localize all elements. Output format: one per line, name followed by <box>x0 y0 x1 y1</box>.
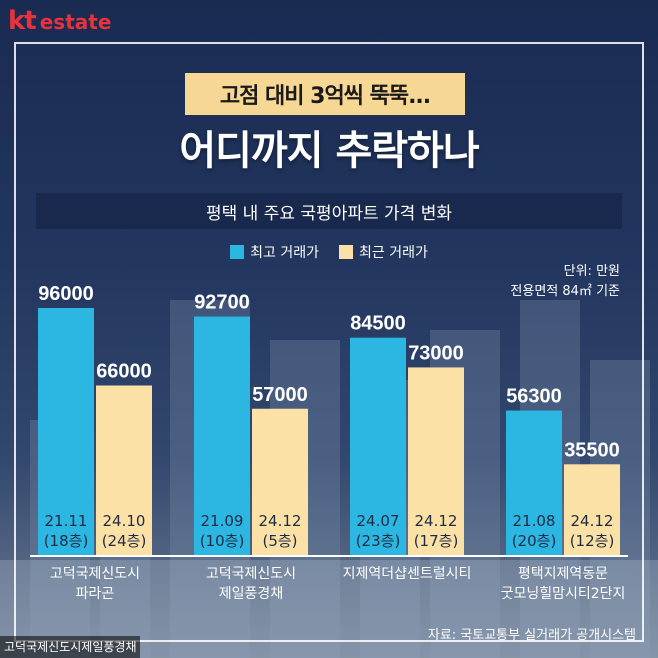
legend-item-max: 최고 거래가 <box>230 242 319 262</box>
floor-label: (20층) <box>512 532 557 550</box>
date-label: 24.07 <box>357 512 400 530</box>
category-label: 고덕국제신도시 <box>206 566 296 582</box>
value-label: 35500 <box>564 439 620 461</box>
photo-caption: 고덕국제신도시제일풍경채 <box>0 636 141 658</box>
date-label: 24.10 <box>103 512 146 530</box>
legend-swatch-max <box>230 245 245 259</box>
unit-line: 단위: 만원 <box>563 264 620 279</box>
floor-label: (12층) <box>570 532 615 550</box>
value-label: 84500 <box>350 313 406 335</box>
legend-swatch-recent <box>339 245 353 259</box>
category-label: 고덕국제신도시 <box>50 566 140 582</box>
floor-label: (24층) <box>102 532 147 550</box>
value-label: 66000 <box>96 361 152 383</box>
floor-label: (17층) <box>414 532 459 550</box>
bar <box>506 410 562 556</box>
category-label: 굿모닝힐맘시티2단지 <box>501 586 626 602</box>
subtitle: 고점 대비 3억씩 뚝뚝... <box>185 73 465 115</box>
floor-label: (5층) <box>262 532 297 550</box>
source-note: 자료: 국토교통부 실거래가 공개시스템 <box>427 628 636 643</box>
chart-title: 평택 내 주요 국평아파트 가격 변화 <box>36 193 622 229</box>
floor-label: (18층) <box>44 532 89 550</box>
area-line: 전용면적 84㎡ 기준 <box>510 284 620 299</box>
category-label: 파라곤 <box>76 586 115 602</box>
value-label: 92700 <box>194 292 250 314</box>
floor-label: (10층) <box>200 532 245 550</box>
legend-item-recent: 최근 거래가 <box>339 242 428 262</box>
page-title: 어디까지 추락하나 <box>179 128 479 174</box>
date-label: 21.09 <box>201 512 244 530</box>
bar <box>252 408 308 556</box>
date-label: 24.12 <box>571 512 614 530</box>
date-label: 21.08 <box>513 512 556 530</box>
value-label: 56300 <box>506 386 562 408</box>
bar <box>564 464 620 556</box>
value-label: 57000 <box>252 384 308 406</box>
legend-label-recent: 최근 거래가 <box>359 245 428 261</box>
kt-estate-logo: kt estate <box>8 6 112 36</box>
bar <box>350 337 406 556</box>
category-label: 제일풍경채 <box>219 586 283 602</box>
bar <box>194 316 250 556</box>
content-frame <box>14 42 644 642</box>
bar <box>408 367 464 556</box>
legend-label-max: 최고 거래가 <box>250 245 319 261</box>
chart-legend: 최고 거래가 최근 거래가 <box>0 242 658 262</box>
floor-label: (23층) <box>356 532 401 550</box>
date-label: 21.11 <box>45 512 88 530</box>
value-label: 73000 <box>408 342 464 364</box>
date-label: 24.12 <box>415 512 458 530</box>
category-label: 지제역더샵센트럴시티 <box>343 566 472 582</box>
bar <box>96 385 152 556</box>
unit-note: 단위: 만원 전용면적 84㎡ 기준 <box>510 262 620 302</box>
bar <box>38 308 94 556</box>
value-label: 96000 <box>38 283 94 305</box>
category-label: 평택지제역동문 <box>518 566 608 582</box>
date-label: 24.12 <box>259 512 302 530</box>
